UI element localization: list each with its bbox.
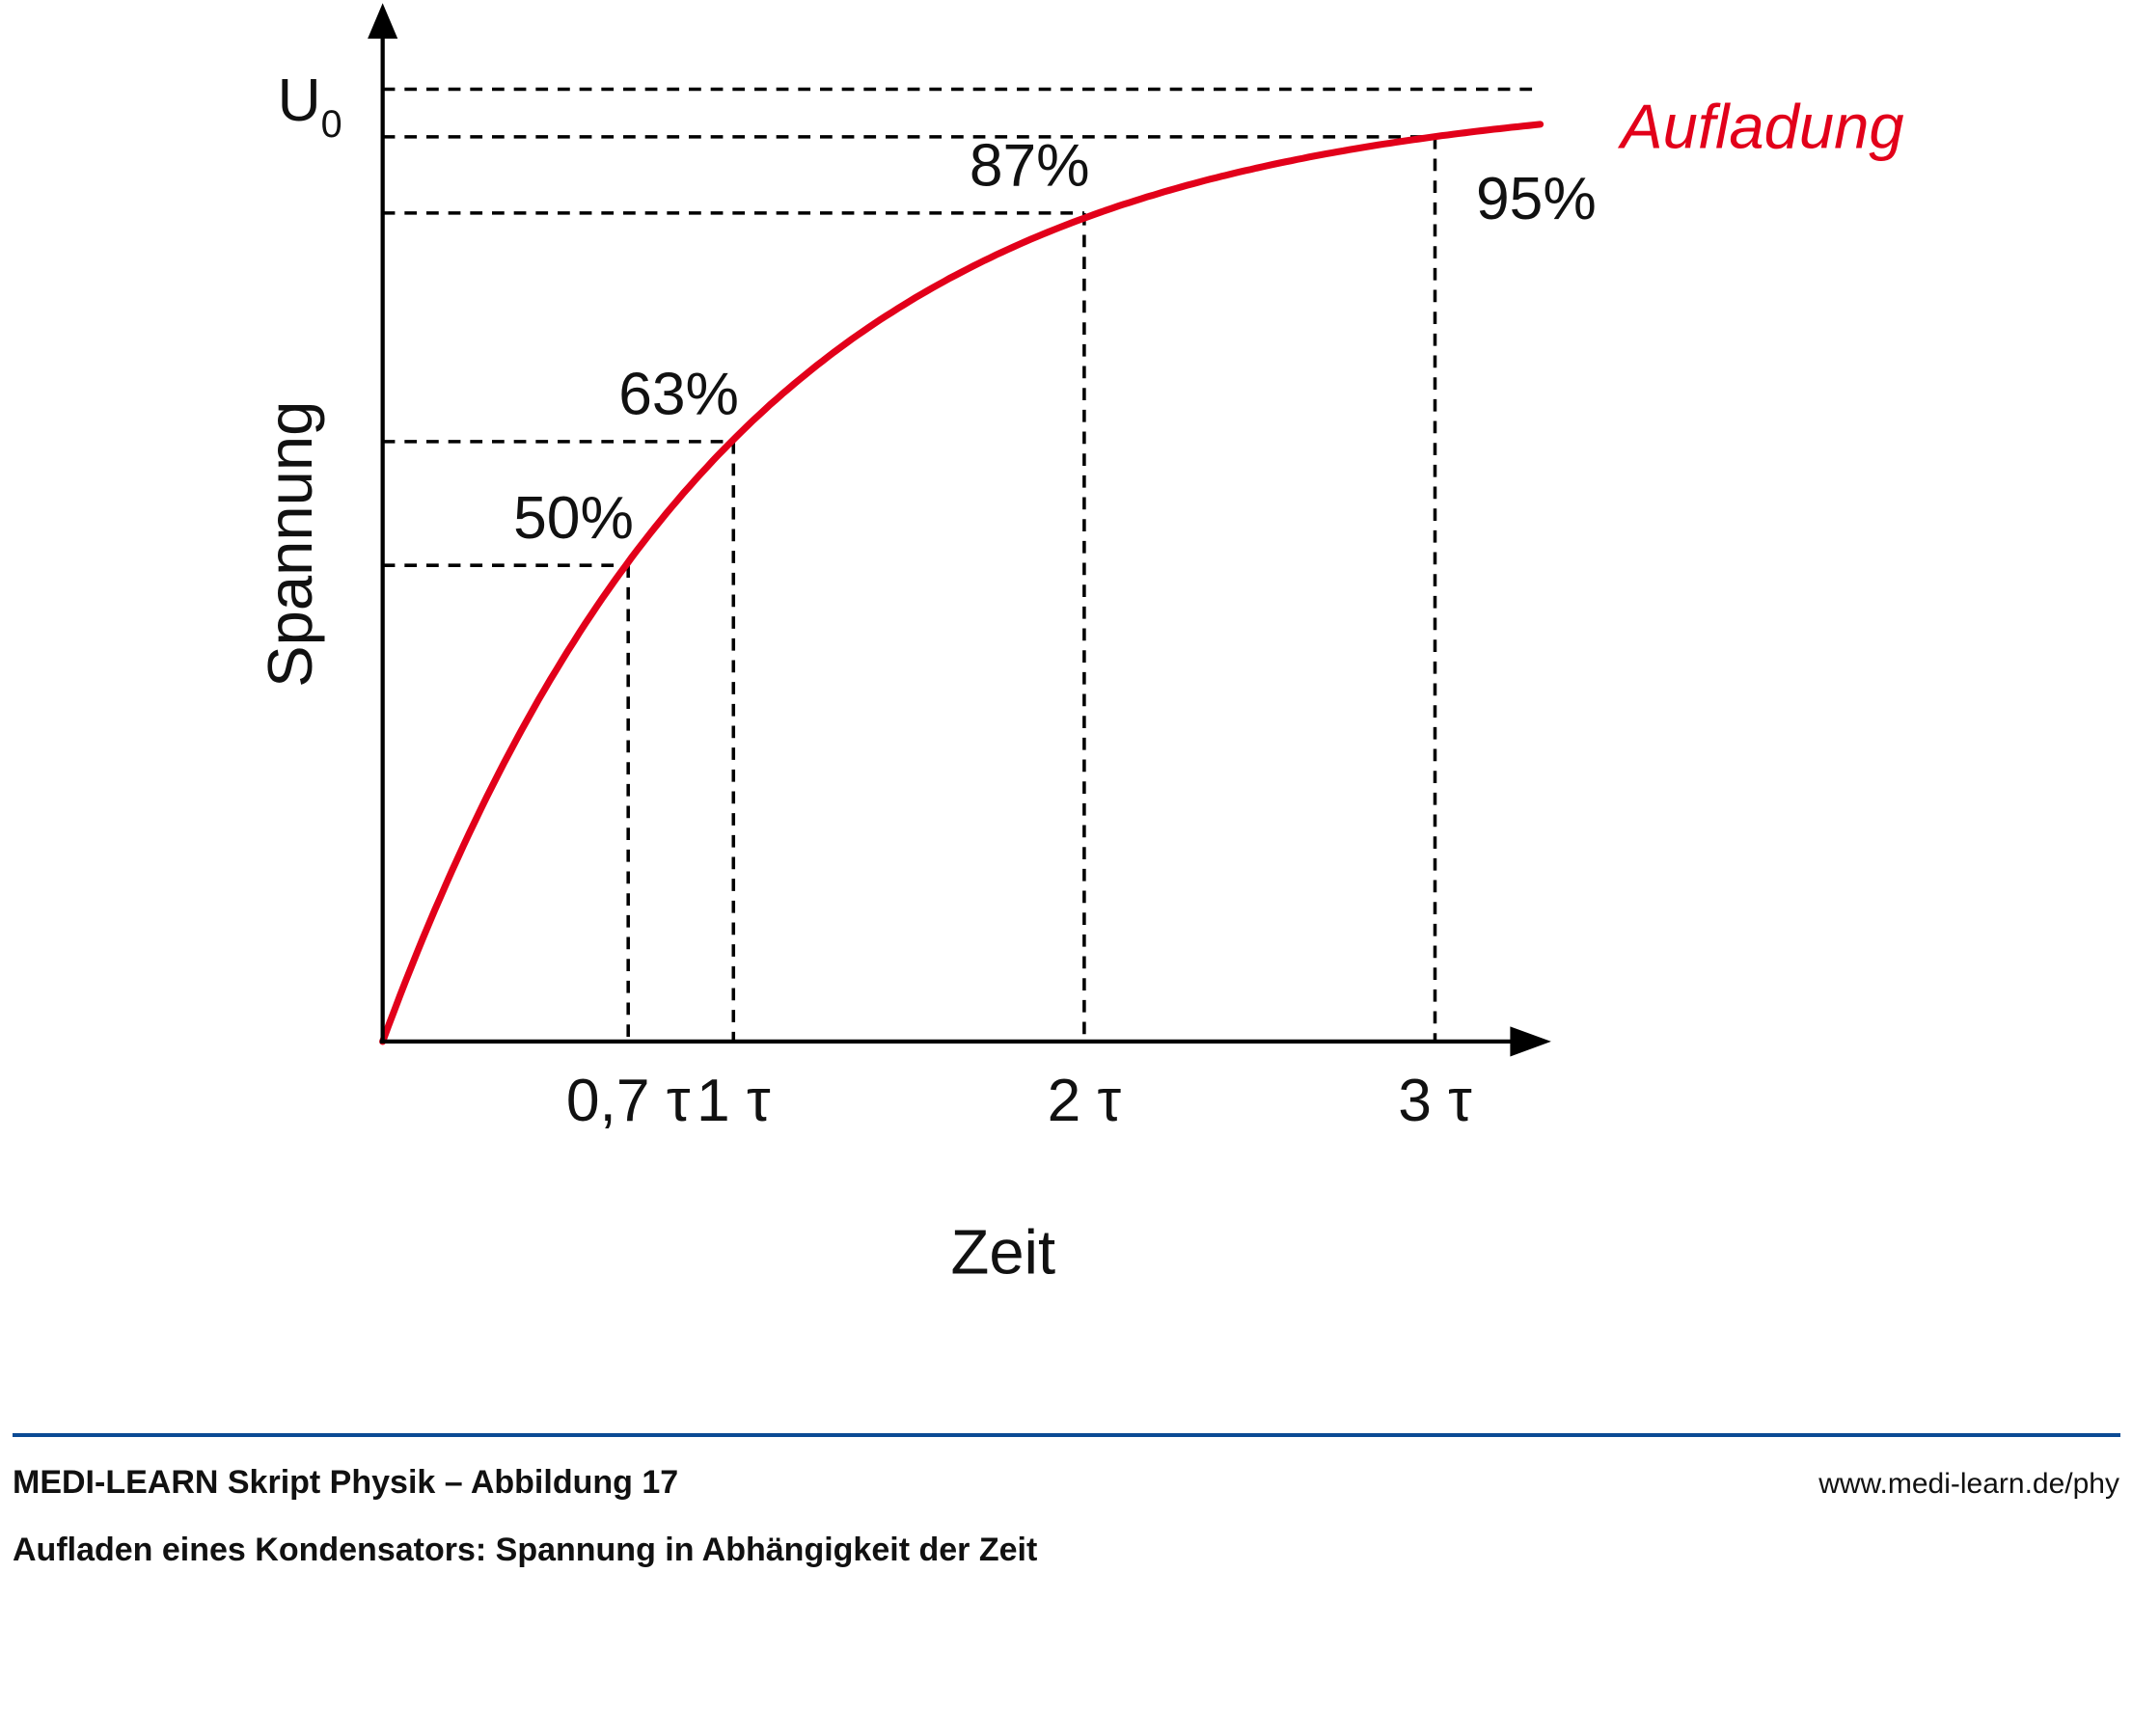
y-axis-label: Spannung — [255, 401, 325, 688]
x-tick-label: 0,7 τ — [566, 1068, 691, 1134]
marker-label: 50% — [513, 485, 634, 552]
marker-label: 63% — [618, 362, 739, 428]
footer-url-link[interactable]: www.medi-learn.de/phy — [1818, 1468, 2119, 1500]
series-aufladung-line — [379, 121, 1544, 1045]
marker-labels: 50% 63% 87% 95% — [513, 133, 1597, 552]
x-axis-arrow — [1510, 1026, 1551, 1057]
guide-lines — [382, 87, 1538, 1042]
x-tick-label: 1 τ — [697, 1068, 771, 1134]
x-tick-label: 2 τ — [1048, 1068, 1122, 1134]
footer-title: MEDI-LEARN Skript Physik – Abbildung 17 — [13, 1464, 679, 1501]
footer-caption: Aufladen eines Kondensators: Spannung in… — [13, 1532, 1038, 1568]
x-axis-label: Zeit — [951, 1217, 1056, 1288]
series-legend-label: Aufladung — [1617, 91, 1903, 161]
y-max-label: U0 — [278, 68, 342, 146]
y-axis-arrow — [368, 3, 398, 40]
marker-label: 95% — [1476, 166, 1597, 232]
marker-label: 87% — [970, 133, 1090, 200]
x-tick-label: 3 τ — [1398, 1068, 1472, 1134]
footer-rule — [13, 1433, 2120, 1437]
